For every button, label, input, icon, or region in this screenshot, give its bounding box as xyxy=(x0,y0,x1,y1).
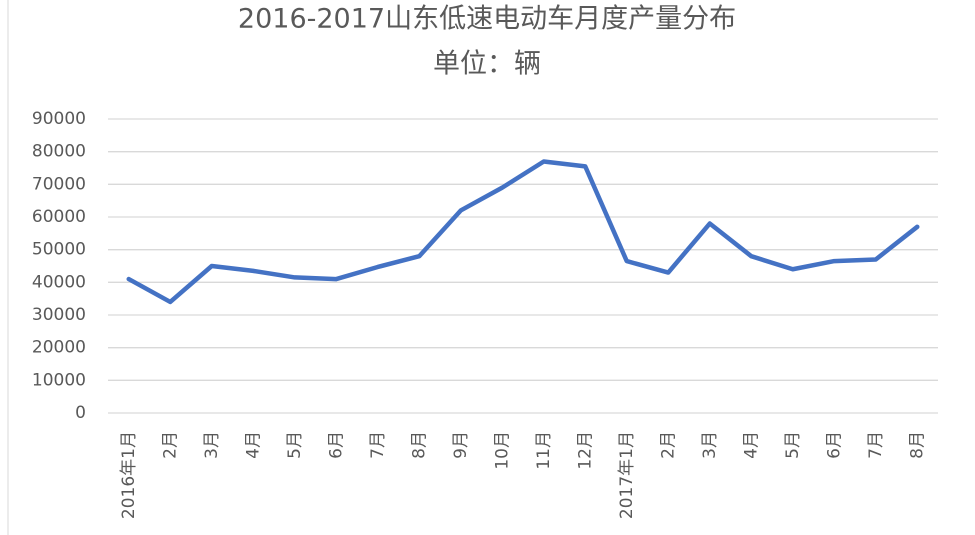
data-line xyxy=(126,159,920,305)
y-tick-label: 40000 xyxy=(32,272,86,292)
x-tick-label: 6月 xyxy=(326,431,346,459)
chart-border xyxy=(7,0,9,535)
x-tick-label: 8月 xyxy=(907,431,927,459)
y-tick-label: 90000 xyxy=(32,109,86,129)
x-tick-label: 3月 xyxy=(202,431,222,459)
x-tick-label: 9月 xyxy=(451,431,471,459)
x-tick-label: 5月 xyxy=(783,431,803,459)
y-tick-label: 30000 xyxy=(32,305,86,325)
y-tick-label: 50000 xyxy=(32,240,86,260)
x-tick-label: 12月 xyxy=(575,431,595,470)
x-tick-label: 8月 xyxy=(409,431,429,459)
x-tick-label: 2017年1月 xyxy=(617,431,637,519)
y-tick-label: 10000 xyxy=(32,370,86,390)
x-tick-label: 10月 xyxy=(492,431,512,470)
x-tick-label: 3月 xyxy=(700,431,720,459)
x-tick-label: 5月 xyxy=(285,431,305,459)
x-tick-label: 7月 xyxy=(368,431,388,459)
y-tick-label: 60000 xyxy=(32,207,86,227)
x-tick-label: 4月 xyxy=(741,431,761,459)
x-tick-label: 2月 xyxy=(658,431,678,459)
y-tick-label: 0 xyxy=(75,403,86,423)
chart-subtitle: 单位：辆 xyxy=(433,49,541,80)
chart-title: 2016-2017山东低速电动车月度产量分布 xyxy=(238,4,736,35)
x-tick-label: 11月 xyxy=(534,431,554,470)
x-tick-label: 4月 xyxy=(243,431,263,459)
y-tick-label: 20000 xyxy=(32,338,86,358)
x-tick-label: 6月 xyxy=(824,431,844,459)
x-tick-label: 2016年1月 xyxy=(119,431,139,519)
x-tick-label: 2月 xyxy=(160,431,180,459)
y-tick-label: 80000 xyxy=(32,142,86,162)
y-tick-label: 70000 xyxy=(32,174,86,194)
x-tick-label: 7月 xyxy=(866,431,886,459)
